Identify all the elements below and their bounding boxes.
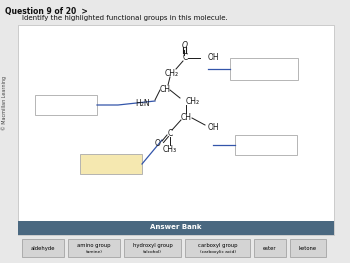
Bar bbox=[68, 239, 120, 257]
Bar bbox=[230, 58, 298, 80]
Bar bbox=[22, 239, 64, 257]
Text: ketone: ketone bbox=[299, 246, 317, 251]
Text: Question 9 of 20  >: Question 9 of 20 > bbox=[5, 7, 88, 16]
Text: amino group: amino group bbox=[77, 243, 111, 248]
Text: hydroxyl group: hydroxyl group bbox=[133, 243, 172, 248]
Text: aldehyde: aldehyde bbox=[31, 246, 55, 251]
Text: (alcohol): (alcohol) bbox=[143, 250, 162, 254]
Text: (amine): (amine) bbox=[85, 250, 103, 254]
Bar bbox=[35, 95, 97, 115]
Text: OH: OH bbox=[208, 124, 220, 133]
Text: H₂N: H₂N bbox=[135, 99, 150, 108]
Bar bbox=[185, 239, 250, 257]
Text: C: C bbox=[182, 53, 188, 63]
Bar bbox=[18, 221, 334, 235]
Text: Answer Bank: Answer Bank bbox=[150, 224, 202, 230]
Bar bbox=[235, 135, 297, 155]
Text: © Macmillan Learning: © Macmillan Learning bbox=[1, 76, 7, 130]
Text: O: O bbox=[182, 41, 188, 49]
Text: CH: CH bbox=[181, 113, 191, 122]
Text: (carboxylic acid): (carboxylic acid) bbox=[199, 250, 236, 254]
Text: C: C bbox=[167, 129, 173, 138]
Text: ester: ester bbox=[263, 246, 277, 251]
Text: OH: OH bbox=[208, 53, 220, 63]
Bar bbox=[254, 239, 286, 257]
Text: Identify the highlighted functional groups in this molecule.: Identify the highlighted functional grou… bbox=[22, 15, 228, 21]
Text: carboxyl group: carboxyl group bbox=[198, 243, 237, 248]
Bar bbox=[18, 25, 334, 235]
Text: CH₃: CH₃ bbox=[163, 145, 177, 154]
Bar bbox=[124, 239, 181, 257]
Text: CH: CH bbox=[160, 84, 170, 94]
Text: CH₂: CH₂ bbox=[165, 68, 179, 78]
Text: O: O bbox=[155, 139, 161, 148]
Bar bbox=[290, 239, 326, 257]
Bar bbox=[80, 154, 142, 174]
Text: CH₂: CH₂ bbox=[186, 97, 200, 105]
